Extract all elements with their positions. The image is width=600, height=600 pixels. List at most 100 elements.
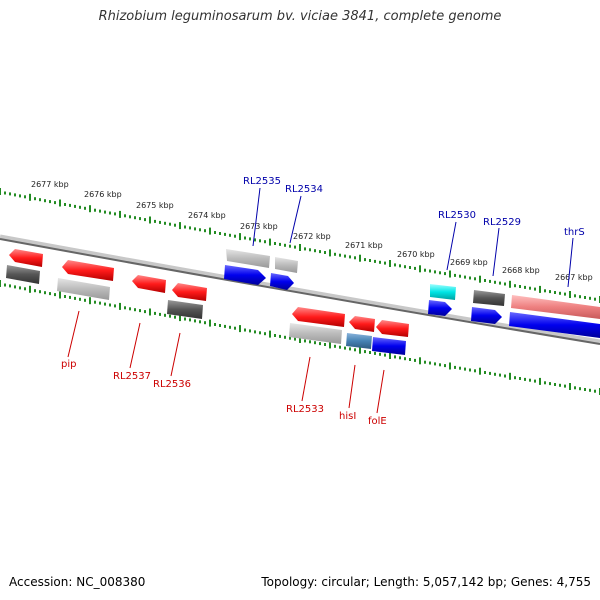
tick-mark: [59, 291, 61, 299]
tick-mark: [569, 383, 571, 390]
tick-mark: [89, 205, 91, 213]
genome-backbone: [0, 234, 600, 345]
tick-mark: [354, 348, 356, 352]
tick-mark: [584, 388, 586, 391]
gene-label-rl2536: RL2536: [153, 379, 191, 390]
tick-mark: [189, 226, 191, 230]
label-line-rl2534: [289, 195, 302, 244]
tick-mark: [549, 382, 551, 386]
tick-mark: [519, 377, 521, 380]
tick-mark: [154, 311, 156, 315]
tick-mark: [299, 336, 301, 343]
tick-mark: [454, 365, 456, 369]
gene-label-thrs: thrS: [564, 227, 585, 238]
tick-mark: [489, 371, 491, 375]
tick-mark: [309, 340, 311, 344]
tick-mark: [49, 292, 51, 296]
tick-mark: [354, 256, 356, 260]
tick-mark: [524, 377, 526, 381]
tick-mark: [64, 203, 66, 206]
tick-mark: [204, 229, 206, 233]
gene-label-rl2533: RL2533: [286, 404, 324, 415]
reverse-feature-1: [6, 265, 40, 284]
tick-mark: [479, 275, 481, 283]
tick-mark: [109, 211, 111, 215]
tick-mark: [484, 279, 486, 282]
tick-mark: [469, 368, 471, 372]
tick-label: 2673 kbp: [240, 222, 278, 231]
tick-mark: [444, 364, 446, 368]
tick-mark: [334, 252, 336, 256]
reverse-cds-rl2536: [172, 283, 207, 301]
tick-mark: [264, 240, 266, 244]
tick-mark: [374, 351, 376, 355]
tick-mark: [359, 254, 361, 262]
tick-mark: [139, 309, 141, 313]
tick-mark: [579, 387, 581, 391]
tick-mark: [19, 194, 21, 198]
tick-mark: [419, 265, 421, 273]
tick-mark: [459, 366, 461, 370]
tick-mark: [114, 212, 116, 216]
label-line-fole: [376, 369, 385, 414]
tick-mark: [479, 367, 481, 375]
tick-mark: [144, 218, 146, 222]
tick-mark: [439, 363, 441, 367]
reverse-feature-rl2533: [289, 323, 342, 344]
tick-mark: [29, 193, 31, 201]
tick-mark: [529, 286, 531, 290]
tick-mark: [349, 347, 351, 351]
tick-mark: [204, 321, 206, 325]
tick-mark: [489, 279, 491, 283]
tick-mark: [134, 216, 136, 220]
tick-mark: [209, 319, 211, 327]
tick-mark: [79, 205, 81, 209]
forward-cds-rl2529: [471, 307, 502, 324]
tick-mark: [509, 280, 511, 288]
tick-mark: [554, 383, 556, 386]
tick-mark: [214, 323, 216, 326]
tick-mark: [109, 303, 111, 307]
tick-mark: [4, 283, 6, 287]
tick-mark: [264, 332, 266, 336]
tick-mark: [209, 227, 211, 235]
genome-summary-text: Topology: circular; Length: 5,057,142 bp…: [261, 575, 591, 589]
tick-mark: [524, 285, 526, 289]
tick-mark: [254, 238, 256, 242]
reverse-feature-pip: [57, 278, 110, 300]
tick-mark: [539, 377, 541, 385]
tick-mark: [9, 284, 11, 288]
tick-mark: [399, 264, 401, 268]
tick-mark: [239, 325, 241, 333]
tick-mark: [394, 355, 396, 359]
tick-mark: [474, 369, 476, 373]
tick-mark: [394, 263, 396, 267]
reverse-cds-fole: [376, 320, 409, 337]
tick-mark: [304, 339, 306, 343]
label-line-pip: [67, 310, 80, 358]
tick-mark: [89, 297, 91, 305]
tick-mark: [399, 356, 401, 360]
tick-mark: [169, 314, 171, 318]
tick-mark: [329, 341, 331, 349]
tick-mark: [364, 350, 366, 354]
forward-feature-rl2534: [275, 257, 298, 273]
reverse-feature-fole: [372, 337, 406, 355]
tick-mark: [344, 254, 346, 258]
tick-mark: [464, 367, 466, 371]
tick-mark: [359, 346, 361, 354]
tick-mark: [434, 270, 436, 274]
tick-mark: [544, 381, 546, 385]
tick-mark: [574, 386, 576, 390]
tick-mark: [464, 275, 466, 279]
tick-mark: [449, 362, 451, 370]
tick-mark: [229, 233, 231, 237]
tick-mark: [379, 352, 381, 356]
tick-label: 2671 kbp: [345, 241, 383, 250]
tick-mark: [499, 373, 501, 377]
tick-mark: [344, 346, 346, 350]
tick-mark: [9, 192, 11, 196]
gene-label-rl2529: RL2529: [483, 217, 521, 228]
tick-mark: [294, 245, 296, 249]
